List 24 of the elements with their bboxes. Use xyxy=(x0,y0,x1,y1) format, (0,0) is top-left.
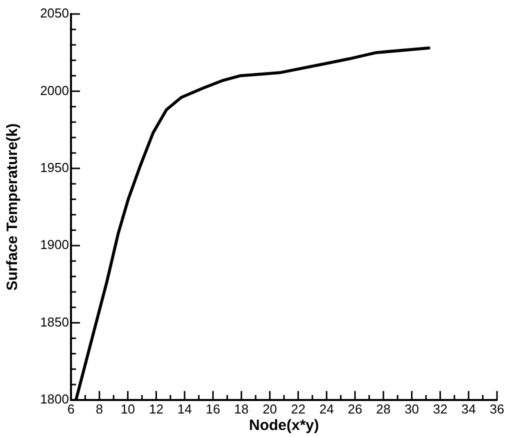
x-tick-label: 18 xyxy=(234,401,249,416)
x-tick-label: 24 xyxy=(319,401,334,416)
x-tick-label: 6 xyxy=(67,401,75,416)
x-tick-label: 20 xyxy=(262,401,278,416)
x-tick-label: 14 xyxy=(177,401,192,416)
x-axis-title: Node(x*y) xyxy=(248,417,320,434)
x-tick-label: 16 xyxy=(206,401,220,416)
y-tick-label: 1800 xyxy=(40,392,69,407)
x-tick-label: 12 xyxy=(148,401,164,416)
y-tick-label: 1950 xyxy=(40,160,69,175)
y-tick-label: 1900 xyxy=(40,237,69,252)
x-tick-label: 26 xyxy=(348,401,362,416)
x-tick-label: 36 xyxy=(490,401,504,416)
x-tick-label: 30 xyxy=(404,401,420,416)
x-tick-label: 28 xyxy=(376,401,391,416)
y-tick-label: 1850 xyxy=(40,314,69,330)
x-tick-label: 8 xyxy=(96,401,104,416)
y-axis-title: Surface Temperature(k) xyxy=(4,123,22,291)
x-tick-label: 34 xyxy=(461,401,476,416)
x-tick-label: 10 xyxy=(120,401,136,416)
x-tick-label: 22 xyxy=(290,401,306,416)
x-tick-label: 32 xyxy=(432,401,448,416)
y-tick-label: 2000 xyxy=(40,82,69,98)
y-tick-label: 2050 xyxy=(40,6,69,21)
